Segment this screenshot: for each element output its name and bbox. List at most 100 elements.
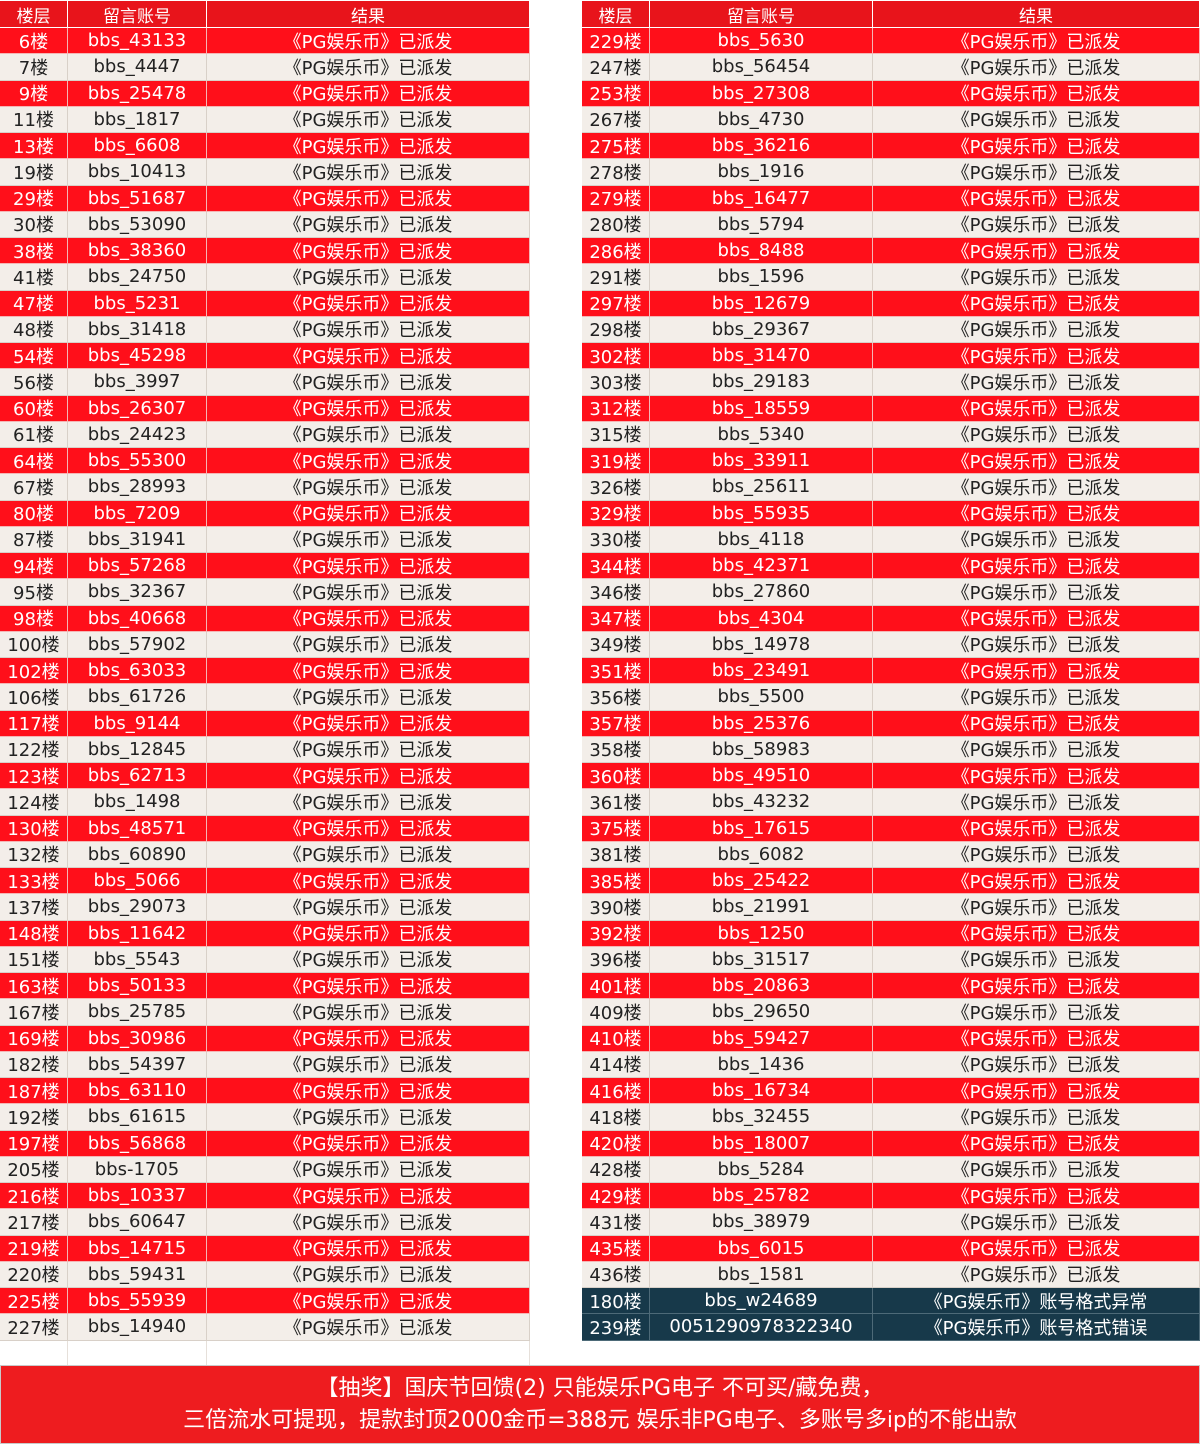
result-cell: 《PG娱乐币》已派发 xyxy=(873,28,1200,55)
floor-cell: 98楼 xyxy=(0,605,68,632)
table-row: 80楼 bbs_7209 《PG娱乐币》已派发 xyxy=(0,500,530,527)
floor-cell: 182楼 xyxy=(0,1051,68,1078)
account-cell: bbs_27860 xyxy=(650,579,873,606)
result-cell: 《PG娱乐币》账号格式错误 xyxy=(873,1314,1200,1341)
table-row: 133楼 bbs_5066 《PG娱乐币》已派发 xyxy=(0,868,530,895)
table-row: 356楼 bbs_5500 《PG娱乐币》已派发 xyxy=(582,684,1200,711)
floor-cell: 38楼 xyxy=(0,238,68,265)
account-cell: bbs_30986 xyxy=(68,1025,207,1052)
floor-cell: 280楼 xyxy=(582,211,650,238)
result-cell: 《PG娱乐币》已派发 xyxy=(207,474,530,501)
floor-cell: 117楼 xyxy=(0,710,68,737)
table-row: 346楼 bbs_27860 《PG娱乐币》已派发 xyxy=(582,579,1200,606)
table-row: 326楼 bbs_25611 《PG娱乐币》已派发 xyxy=(582,474,1200,501)
floor-cell: 13楼 xyxy=(0,133,68,160)
right-table: 楼层 留言账号 结果 229楼 bbs_5630 《PG娱乐币》已派发 247楼 bbs_56… xyxy=(582,1,1200,1341)
result-cell: 《PG娱乐币》已派发 xyxy=(207,894,530,921)
header-row: 楼层 留言账号 结果 xyxy=(582,1,1200,28)
account-cell: bbs_59431 xyxy=(68,1261,207,1288)
account-cell: bbs_25478 xyxy=(68,80,207,107)
account-cell: bbs_25782 xyxy=(650,1183,873,1210)
result-cell: 《PG娱乐币》已派发 xyxy=(873,1104,1200,1131)
account-cell: bbs_1817 xyxy=(68,106,207,133)
table-row: 9楼 bbs_25478 《PG娱乐币》已派发 xyxy=(0,80,530,107)
floor-cell: 106楼 xyxy=(0,684,68,711)
table-row: 247楼 bbs_56454 《PG娱乐币》已派发 xyxy=(582,54,1200,81)
table-row: 169楼 bbs_30986 《PG娱乐币》已派发 xyxy=(0,1025,530,1052)
account-cell: bbs_31470 xyxy=(650,343,873,370)
account-cell: bbs_1581 xyxy=(650,1261,873,1288)
account-cell: bbs_29073 xyxy=(68,894,207,921)
floor-cell: 133楼 xyxy=(0,868,68,895)
table-row: 56楼 bbs_3997 《PG娱乐币》已派发 xyxy=(0,369,530,396)
table-row: 298楼 bbs_29367 《PG娱乐币》已派发 xyxy=(582,316,1200,343)
header-cell: 结果 xyxy=(207,1,530,28)
table-row: 219楼 bbs_14715 《PG娱乐币》已派发 xyxy=(0,1235,530,1262)
account-cell: bbs_5340 xyxy=(650,421,873,448)
account-cell: bbs_8488 xyxy=(650,238,873,265)
floor-cell: 392楼 xyxy=(582,920,650,947)
account-cell: bbs_54397 xyxy=(68,1051,207,1078)
result-cell: 《PG娱乐币》已派发 xyxy=(207,395,530,422)
table-row: 253楼 bbs_27308 《PG娱乐币》已派发 xyxy=(582,80,1200,107)
floor-cell: 381楼 xyxy=(582,841,650,868)
table-row: 163楼 bbs_50133 《PG娱乐币》已派发 xyxy=(0,973,530,1000)
table-row: 344楼 bbs_42371 《PG娱乐币》已派发 xyxy=(582,553,1200,580)
account-cell: bbs_48571 xyxy=(68,815,207,842)
floor-cell: 130楼 xyxy=(0,815,68,842)
table-row: 329楼 bbs_55935 《PG娱乐币》已派发 xyxy=(582,500,1200,527)
result-cell: 《PG娱乐币》已派发 xyxy=(873,1051,1200,1078)
account-cell: bbs_5231 xyxy=(68,290,207,317)
floor-cell: 148楼 xyxy=(0,920,68,947)
account-cell: bbs_5500 xyxy=(650,684,873,711)
floor-cell: 356楼 xyxy=(582,684,650,711)
result-cell: 《PG娱乐币》已派发 xyxy=(207,1209,530,1236)
result-cell: 《PG娱乐币》已派发 xyxy=(873,973,1200,1000)
floor-cell: 163楼 xyxy=(0,973,68,1000)
table-row: 431楼 bbs_38979 《PG娱乐币》已派发 xyxy=(582,1209,1200,1236)
floor-cell: 247楼 xyxy=(582,54,650,81)
floor-cell: 286楼 xyxy=(582,238,650,265)
table-row: 302楼 bbs_31470 《PG娱乐币》已派发 xyxy=(582,343,1200,370)
result-cell: 《PG娱乐币》已派发 xyxy=(207,133,530,160)
floor-cell: 197楼 xyxy=(0,1130,68,1157)
table-row: 54楼 bbs_45298 《PG娱乐币》已派发 xyxy=(0,343,530,370)
table-row: 117楼 bbs_9144 《PG娱乐币》已派发 xyxy=(0,710,530,737)
table-row: 61楼 bbs_24423 《PG娱乐币》已派发 xyxy=(0,421,530,448)
result-cell: 《PG娱乐币》已派发 xyxy=(873,1156,1200,1183)
result-cell: 《PG娱乐币》已派发 xyxy=(873,763,1200,790)
account-cell: bbs_63033 xyxy=(68,658,207,685)
floor-cell: 312楼 xyxy=(582,395,650,422)
result-cell: 《PG娱乐币》已派发 xyxy=(207,920,530,947)
floor-cell: 344楼 xyxy=(582,553,650,580)
account-cell: bbs_9144 xyxy=(68,710,207,737)
floor-cell: 253楼 xyxy=(582,80,650,107)
account-cell: bbs_60890 xyxy=(68,841,207,868)
table-row: 319楼 bbs_33911 《PG娱乐币》已派发 xyxy=(582,448,1200,475)
footer: 【抽奖】国庆节回馈(2) 只能娱乐PG电子 不可买/藏免费， 三倍流水可提现，提… xyxy=(0,1365,1200,1444)
result-cell: 《PG娱乐币》已派发 xyxy=(207,1235,530,1262)
result-cell: 《PG娱乐币》已派发 xyxy=(873,500,1200,527)
result-cell: 《PG娱乐币》已派发 xyxy=(873,448,1200,475)
floor-cell: 41楼 xyxy=(0,264,68,291)
result-cell: 《PG娱乐币》已派发 xyxy=(873,290,1200,317)
account-cell: bbs_1596 xyxy=(650,264,873,291)
table-row: 124楼 bbs_1498 《PG娱乐币》已派发 xyxy=(0,789,530,816)
floor-cell: 329楼 xyxy=(582,500,650,527)
floor-cell: 360楼 xyxy=(582,763,650,790)
result-cell: 《PG娱乐币》已派发 xyxy=(873,1261,1200,1288)
account-cell: bbs_29650 xyxy=(650,999,873,1026)
account-cell: bbs_14940 xyxy=(68,1314,207,1341)
table-row: 390楼 bbs_21991 《PG娱乐币》已派发 xyxy=(582,894,1200,921)
account-cell: bbs_11642 xyxy=(68,920,207,947)
result-cell: 《PG娱乐币》已派发 xyxy=(207,1288,530,1315)
floor-cell: 192楼 xyxy=(0,1104,68,1131)
result-cell: 《PG娱乐币》已派发 xyxy=(207,684,530,711)
result-cell: 《PG娱乐币》已派发 xyxy=(207,448,530,475)
floor-cell: 9楼 xyxy=(0,80,68,107)
result-cell: 《PG娱乐币》已派发 xyxy=(873,815,1200,842)
table-row: 102楼 bbs_63033 《PG娱乐币》已派发 xyxy=(0,658,530,685)
result-cell: 《PG娱乐币》已派发 xyxy=(873,789,1200,816)
account-cell: bbs_58983 xyxy=(650,736,873,763)
floor-cell: 349楼 xyxy=(582,631,650,658)
